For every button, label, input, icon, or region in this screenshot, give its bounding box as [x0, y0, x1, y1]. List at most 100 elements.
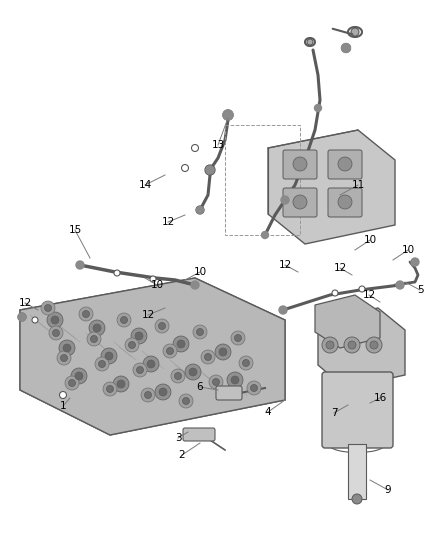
Circle shape [293, 157, 307, 171]
Polygon shape [268, 130, 395, 244]
Circle shape [82, 311, 89, 318]
Circle shape [45, 304, 52, 311]
Text: 12: 12 [362, 290, 376, 300]
Circle shape [51, 316, 59, 324]
Circle shape [101, 348, 117, 364]
Circle shape [145, 392, 152, 399]
Circle shape [183, 398, 190, 405]
Circle shape [234, 335, 241, 342]
Circle shape [117, 313, 131, 327]
Circle shape [231, 331, 245, 345]
Circle shape [18, 313, 26, 321]
Circle shape [279, 306, 287, 314]
Circle shape [366, 337, 382, 353]
Circle shape [155, 384, 171, 400]
Text: 5: 5 [417, 285, 423, 295]
Circle shape [59, 340, 75, 356]
Circle shape [76, 261, 84, 269]
Circle shape [314, 104, 321, 111]
Circle shape [120, 317, 127, 324]
Text: 12: 12 [279, 260, 292, 270]
Circle shape [205, 165, 215, 175]
Circle shape [18, 313, 26, 321]
Circle shape [348, 341, 356, 349]
Circle shape [171, 369, 185, 383]
Circle shape [105, 352, 113, 360]
Circle shape [71, 368, 87, 384]
Circle shape [227, 372, 243, 388]
Circle shape [247, 381, 261, 395]
Text: 15: 15 [68, 225, 81, 235]
Circle shape [41, 301, 55, 315]
Circle shape [95, 357, 109, 371]
Circle shape [32, 317, 38, 323]
Circle shape [396, 281, 404, 289]
Bar [225, 125, 300, 235]
Circle shape [113, 376, 129, 392]
FancyBboxPatch shape [322, 372, 393, 448]
Circle shape [219, 348, 227, 356]
Circle shape [307, 39, 313, 45]
Circle shape [60, 354, 67, 361]
Circle shape [196, 206, 204, 214]
Circle shape [179, 394, 193, 408]
Circle shape [128, 342, 135, 349]
Circle shape [159, 322, 166, 329]
Circle shape [173, 336, 189, 352]
Circle shape [163, 344, 177, 358]
Text: 13: 13 [212, 140, 225, 150]
Circle shape [281, 196, 289, 204]
Text: 4: 4 [265, 407, 271, 417]
Circle shape [261, 231, 268, 238]
Circle shape [197, 328, 204, 335]
Circle shape [332, 290, 338, 296]
Circle shape [155, 319, 169, 333]
Text: 16: 16 [373, 393, 387, 403]
Circle shape [181, 165, 188, 172]
Circle shape [87, 332, 101, 346]
Circle shape [49, 326, 63, 340]
Circle shape [215, 344, 231, 360]
FancyBboxPatch shape [183, 428, 215, 441]
Circle shape [251, 384, 258, 392]
Circle shape [352, 494, 362, 504]
Circle shape [150, 276, 156, 282]
Text: 12: 12 [161, 217, 175, 227]
Circle shape [125, 338, 139, 352]
Circle shape [370, 341, 378, 349]
Circle shape [351, 28, 359, 36]
Polygon shape [20, 278, 285, 435]
Circle shape [338, 157, 352, 171]
Bar [348, 444, 366, 499]
Circle shape [166, 348, 173, 354]
Circle shape [206, 166, 214, 174]
Circle shape [53, 329, 60, 336]
Circle shape [239, 356, 253, 370]
Circle shape [79, 307, 93, 321]
Circle shape [223, 110, 233, 120]
Circle shape [359, 286, 365, 292]
Circle shape [338, 195, 352, 209]
Text: 10: 10 [402, 245, 414, 255]
Text: 9: 9 [385, 485, 391, 495]
Circle shape [135, 332, 143, 340]
Circle shape [342, 44, 350, 52]
Circle shape [326, 341, 334, 349]
Text: 2: 2 [179, 450, 185, 460]
Circle shape [411, 258, 419, 266]
Circle shape [243, 359, 250, 367]
Text: 1: 1 [60, 401, 66, 411]
Circle shape [342, 44, 350, 52]
Circle shape [212, 378, 219, 385]
Circle shape [63, 344, 71, 352]
Circle shape [141, 388, 155, 402]
Circle shape [377, 395, 387, 405]
FancyBboxPatch shape [216, 386, 242, 400]
Circle shape [177, 340, 185, 348]
Text: 10: 10 [364, 235, 377, 245]
Text: 12: 12 [141, 310, 155, 320]
Circle shape [189, 368, 197, 376]
Circle shape [47, 312, 63, 328]
Circle shape [191, 144, 198, 151]
FancyBboxPatch shape [283, 188, 317, 217]
